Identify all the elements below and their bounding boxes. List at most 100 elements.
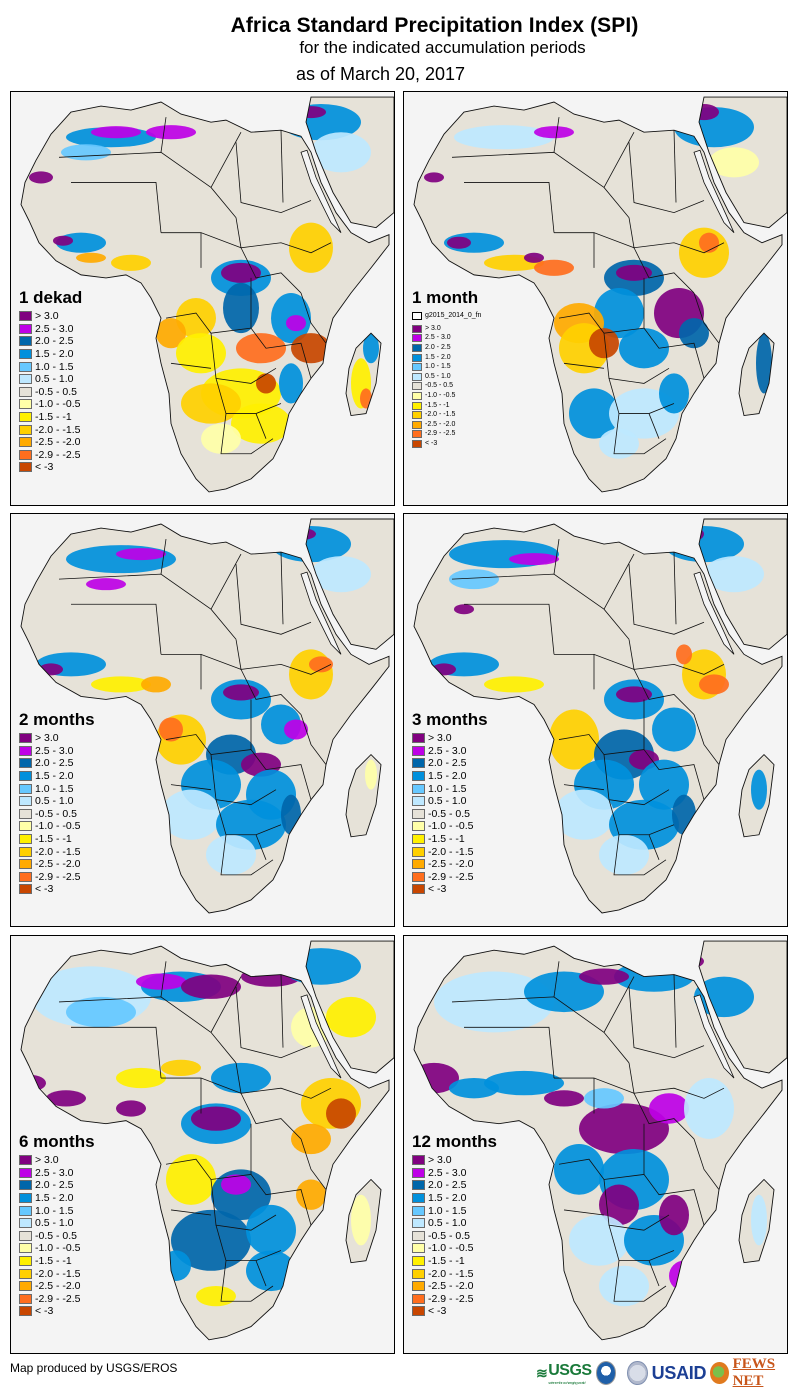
spi-anomaly-region (211, 1062, 271, 1094)
spi-anomaly-region (704, 556, 764, 593)
country-border (240, 669, 302, 715)
spi-anomaly-region (549, 709, 599, 770)
usgs-waves-icon: ≋ (536, 1364, 548, 1381)
spi-anomaly-region (156, 318, 186, 349)
spi-anomaly-region (284, 719, 308, 740)
legend-item: < -3 (412, 439, 481, 449)
country-border (648, 834, 660, 860)
country-border (603, 132, 635, 188)
country-border (603, 333, 670, 384)
legend-label: -2.9 - -2.5 (428, 1292, 474, 1305)
spi-anomaly-region (76, 252, 106, 263)
country-border (633, 669, 695, 715)
spi-anomaly-region (554, 1143, 604, 1195)
legend-label: -0.5 - 0.5 (428, 1229, 471, 1242)
legend-label: 0.5 - 1.0 (425, 372, 451, 380)
spi-anomaly-region (201, 423, 241, 454)
country-border (215, 1225, 282, 1262)
legend-item: -1.0 - -0.5 (412, 820, 488, 833)
spi-anomaly-region (141, 676, 171, 693)
spi-anomaly-region (311, 556, 371, 593)
legend-item: 1.5 - 2.0 (19, 770, 95, 783)
legend-label: -1.0 - -0.5 (428, 1242, 474, 1255)
country-border (71, 1026, 162, 1079)
spi-anomaly-region (584, 1088, 624, 1109)
legend-item: -2.9 - -2.5 (19, 871, 95, 884)
spi-anomaly-region (136, 973, 186, 990)
legend-swatch (19, 771, 32, 782)
legend-label: -2.5 - -2.0 (35, 858, 81, 871)
legend-item: 2.5 - 3.0 (19, 323, 82, 336)
spi-anomaly-region (544, 1090, 584, 1107)
legend-swatch (19, 871, 32, 882)
coastline (738, 753, 775, 838)
spi-anomaly-region (756, 333, 772, 394)
coastline (20, 523, 390, 914)
spi-anomaly-region (21, 1074, 46, 1092)
legend-swatch (19, 1167, 32, 1178)
spi-anomaly-region (39, 663, 63, 676)
legend: 3 months > 3.0 2.5 - 3.0 2.0 - 2.5 1.5 - 2.0… (412, 711, 488, 896)
legend-item: -2.0 - -1.5 (412, 410, 481, 420)
legend-item: 2.5 - 3.0 (412, 334, 481, 344)
spi-anomaly-region (669, 1260, 699, 1292)
legend-extra-item: g2015_2014_0_fn (412, 310, 481, 322)
legend-label: 2.0 - 2.5 (35, 1179, 74, 1192)
country-border (165, 312, 252, 334)
legend-swatch (412, 821, 425, 832)
legend-item: -0.5 - 0.5 (19, 808, 95, 821)
legend-item: 0.5 - 1.0 (19, 373, 82, 386)
legend-swatch (412, 1155, 425, 1166)
legend-item: 2.0 - 2.5 (19, 757, 95, 770)
usgs-logo: ≋ USGS science for a changing world (536, 1362, 592, 1385)
legend-item: < -3 (19, 883, 95, 896)
red-sea (300, 994, 342, 1079)
country-border (165, 734, 252, 756)
country-border (558, 312, 645, 334)
legend-item: 1.0 - 1.5 (412, 1204, 497, 1217)
legend-swatch (412, 1205, 425, 1216)
spi-anomaly-region (91, 126, 141, 139)
legend-swatch (412, 372, 422, 381)
legend-label: > 3.0 (35, 310, 59, 323)
legend-label: -0.5 - 0.5 (35, 385, 78, 398)
legend-swatch (412, 771, 425, 782)
legend-item: > 3.0 (412, 324, 481, 334)
legend-swatch (19, 399, 32, 410)
legend-item: 2.0 - 2.5 (19, 335, 82, 348)
legend-swatch (412, 420, 422, 429)
coastline (413, 101, 783, 493)
legend-swatch (412, 745, 425, 756)
spi-anomaly-region (524, 252, 544, 263)
country-border (235, 986, 312, 1059)
spi-anomaly-region (619, 328, 669, 369)
spi-anomaly-region (599, 428, 639, 459)
spi-anomaly-region (291, 333, 331, 364)
legend-swatch (412, 312, 422, 320)
legend-swatch (19, 449, 32, 460)
africa-spi-map (20, 940, 394, 1341)
legend-item: -2.5 - -2.0 (412, 1280, 497, 1293)
legend-swatch (19, 1205, 32, 1216)
legend-item: 1.5 - 2.0 (19, 348, 82, 361)
spi-anomaly-region (676, 644, 692, 665)
legend-item: -1.0 - -0.5 (19, 1242, 95, 1255)
legend-item: 1.5 - 2.0 (19, 1192, 95, 1205)
legend-label: 1.0 - 1.5 (35, 782, 74, 795)
legend-item: 1.5 - 2.0 (412, 353, 481, 363)
fews-net-logo: FEWS NET (732, 1356, 776, 1389)
map-panel-3-months: 3 months > 3.0 2.5 - 3.0 2.0 - 2.5 1.5 - 2.0… (403, 513, 788, 927)
legend-item: > 3.0 (19, 1154, 95, 1167)
legend-label: -1.5 - -1 (35, 833, 72, 846)
legend-item: 1.5 - 2.0 (412, 1192, 497, 1205)
legend-item: > 3.0 (412, 1154, 497, 1167)
panel-title: 12 months (412, 1132, 498, 1151)
spi-anomaly-region (616, 264, 652, 281)
spi-anomaly-region (296, 106, 326, 119)
coastline (698, 940, 787, 1074)
country-border (280, 552, 284, 625)
africa-landmass (21, 946, 389, 1340)
spi-anomaly-region (524, 971, 604, 1013)
country-border (58, 573, 237, 640)
legend-swatch (412, 401, 422, 410)
